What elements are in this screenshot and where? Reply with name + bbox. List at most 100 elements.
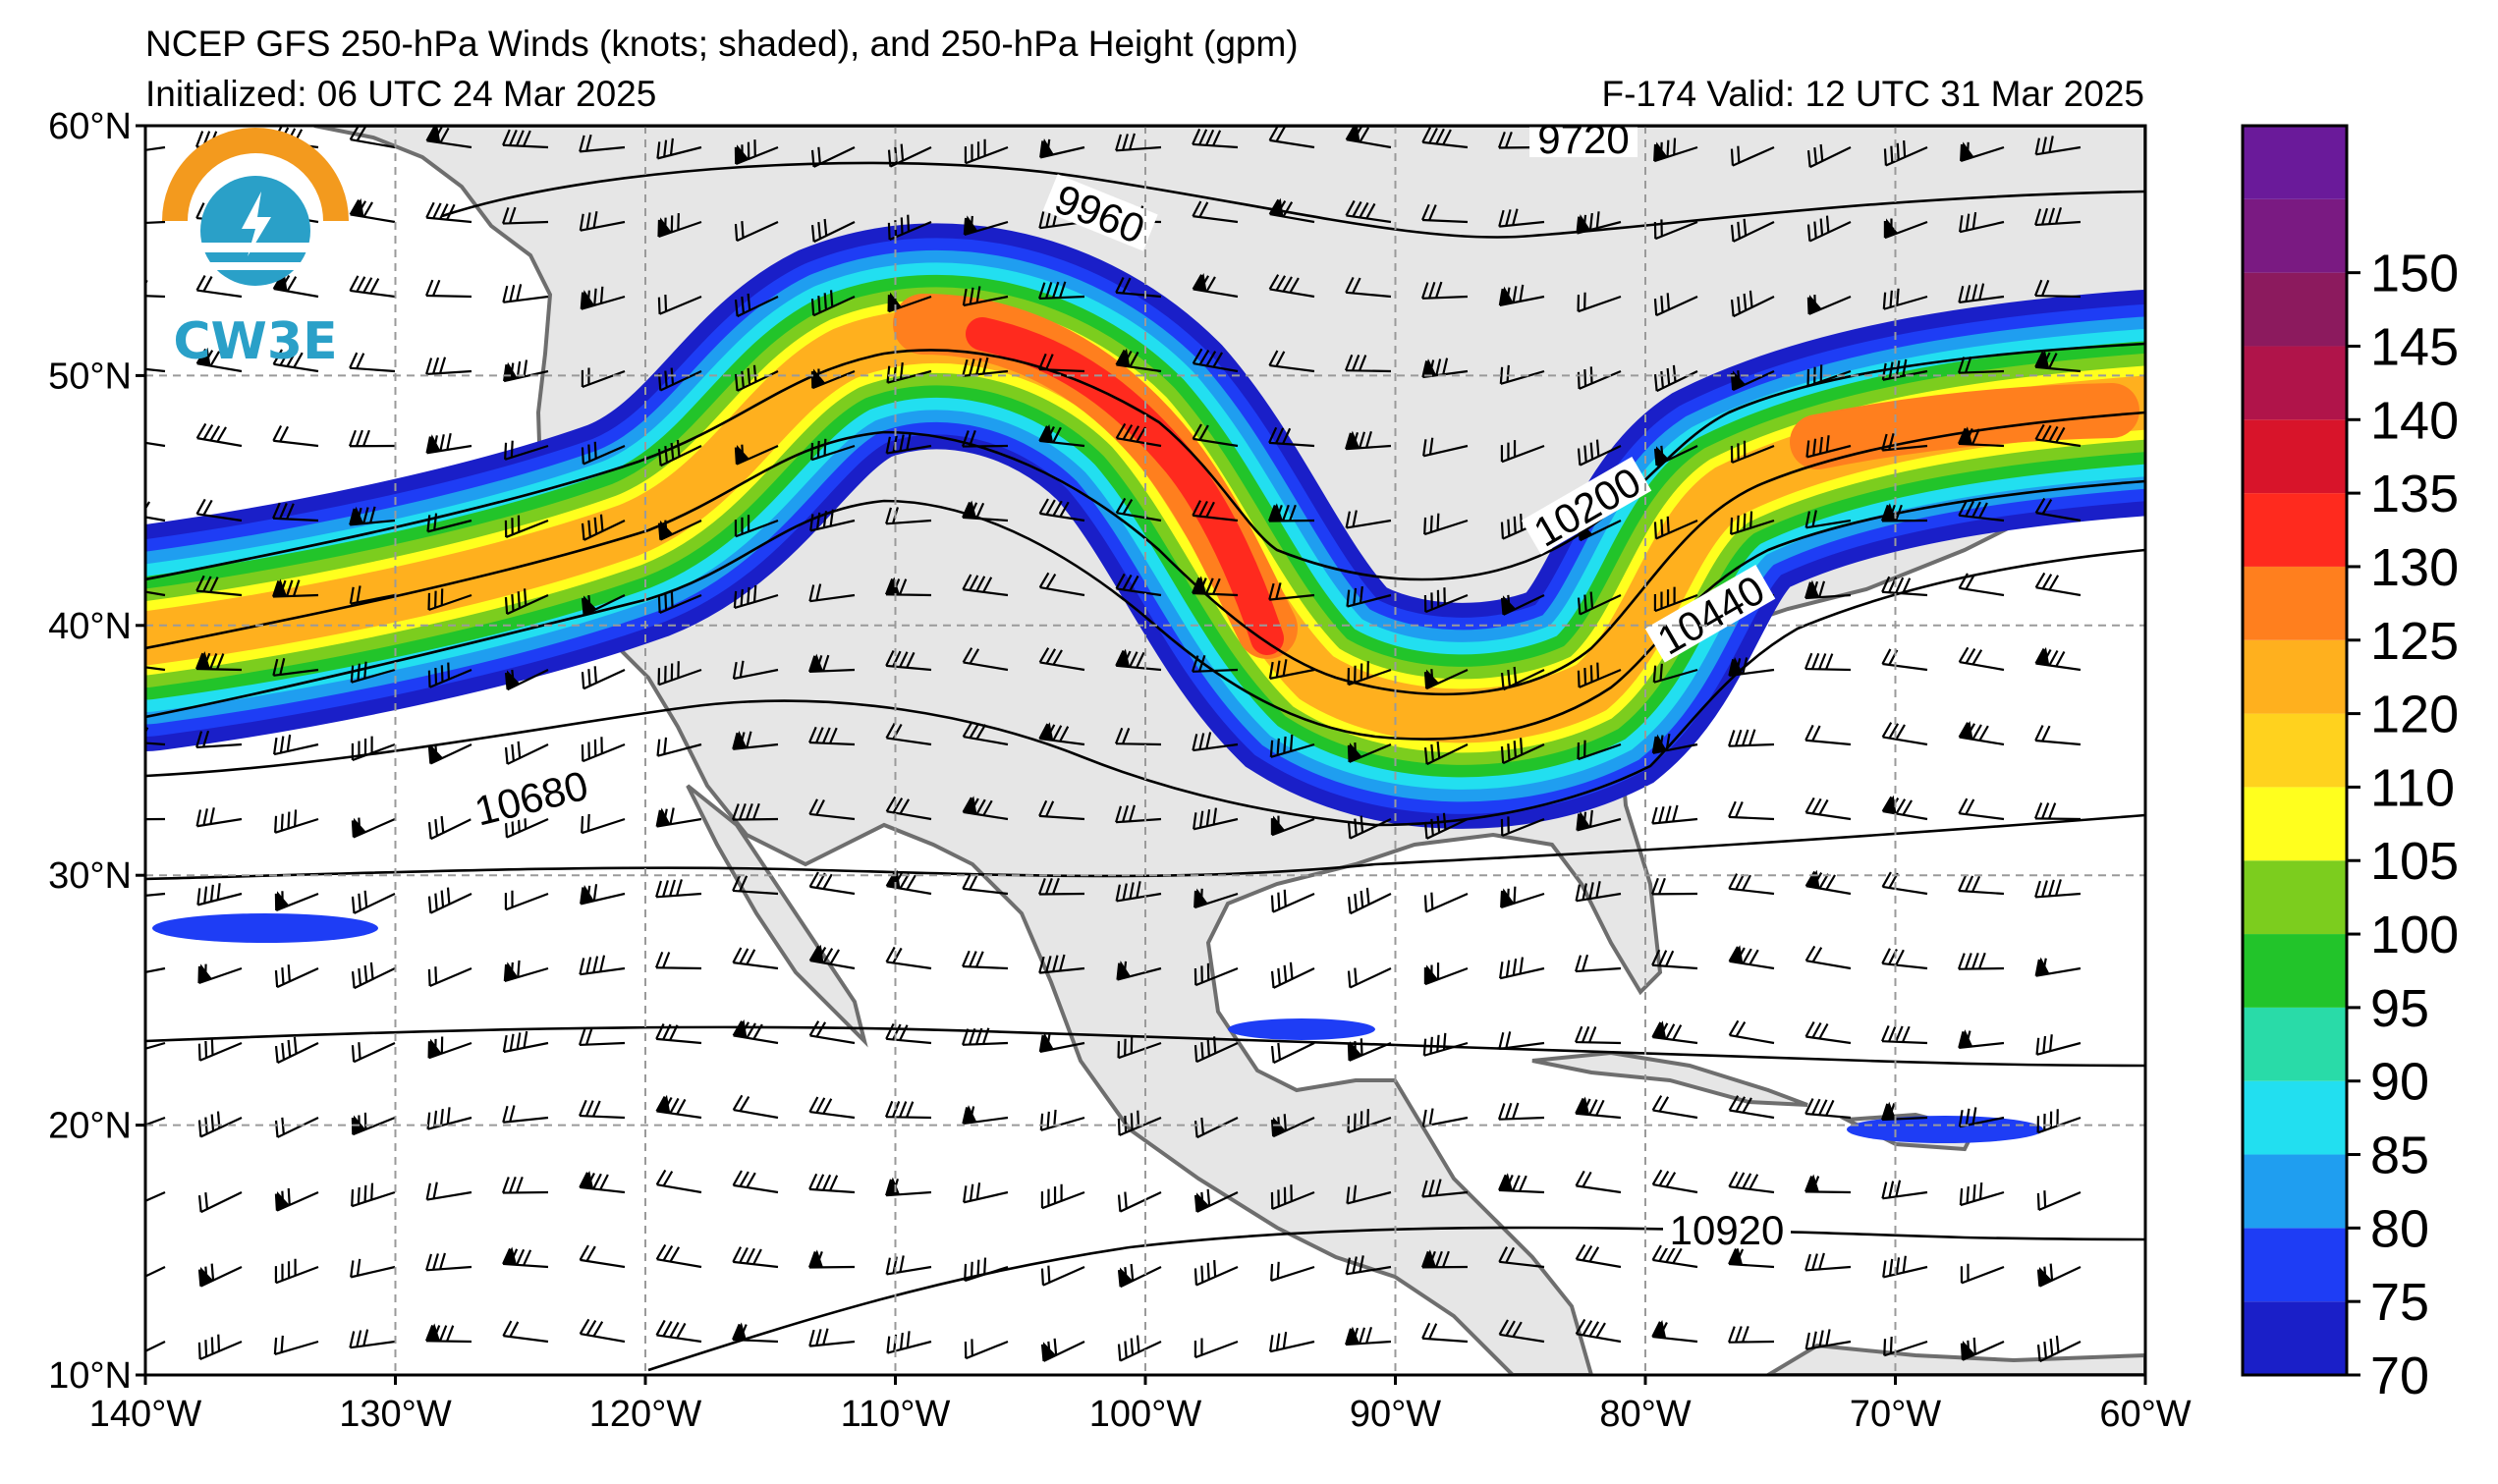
wind-barb	[964, 1339, 1009, 1360]
wind-barb	[1958, 1107, 2005, 1128]
land-cuba	[1531, 1050, 1808, 1107]
colorbar-swatch	[2243, 787, 2347, 861]
wind-barb	[425, 126, 472, 149]
wind-barb	[1500, 513, 1545, 540]
wind-barb	[1651, 1244, 1698, 1269]
wind-barb	[655, 1243, 702, 1269]
wind-barb	[885, 650, 932, 672]
wind-barb	[655, 879, 702, 899]
wind-barb	[427, 887, 472, 914]
wind-barb	[1577, 591, 1622, 616]
colorbar-tick-label: 110	[2370, 758, 2455, 817]
wind-barb	[1498, 284, 1545, 306]
wind-barb	[1268, 659, 1315, 680]
wind-barb	[145, 802, 166, 821]
wind-barb	[1269, 734, 1315, 758]
wind-barb	[1500, 816, 1545, 838]
wind-barb	[1347, 887, 1392, 915]
contour-line	[145, 1025, 2145, 1068]
wind-barb	[504, 741, 549, 765]
wind-barb	[1346, 1184, 1392, 1205]
wind-barb	[732, 1094, 779, 1120]
wind-barb	[1958, 500, 2005, 522]
wind-barb	[1575, 1096, 1622, 1120]
wind-barb	[1268, 350, 1315, 373]
wind-barb	[1345, 430, 1392, 451]
jet-core	[966, 317, 1284, 655]
wind-barb	[1192, 732, 1239, 752]
wind-barb	[502, 1246, 549, 1269]
wind-barb	[1193, 1117, 1239, 1139]
wind-barb	[1423, 587, 1469, 614]
wind-barb	[655, 1319, 702, 1344]
wind-barb	[424, 1323, 472, 1344]
jet-stream-shading	[145, 223, 2145, 1143]
wind-barb	[579, 134, 626, 153]
wind-barb	[581, 737, 626, 763]
colorbar-swatch	[2243, 1080, 2347, 1155]
wind-barb	[425, 432, 472, 455]
wind-barb	[504, 890, 549, 911]
wind-barb	[1575, 881, 1622, 903]
wind-barb	[425, 201, 472, 224]
wind-barb	[1270, 815, 1315, 837]
contour-line	[441, 161, 2145, 239]
wind-barb	[1577, 366, 1622, 390]
wind-barb	[424, 279, 472, 299]
wind-barb	[1958, 283, 2005, 304]
wind-barb	[1345, 126, 1392, 149]
wind-barb	[1268, 274, 1315, 299]
wind-barb	[1498, 1319, 1545, 1344]
wind-barb	[886, 362, 932, 384]
lon-tick-label: 120°W	[589, 1394, 702, 1435]
contour-label-9720: 9720	[1537, 116, 1629, 162]
wind-barb	[145, 573, 166, 597]
wind-barb	[1651, 1020, 1698, 1045]
wind-barb	[656, 737, 702, 757]
wind-barb	[1960, 1337, 2005, 1361]
lat-tick-label: 10°N	[48, 1355, 132, 1397]
wind-barb	[1345, 510, 1392, 529]
wind-barb	[350, 1258, 396, 1279]
wind-barb	[961, 1027, 1009, 1046]
wind-patch	[1228, 1018, 1375, 1040]
wind-barb	[1806, 295, 1852, 315]
wind-barb	[1192, 348, 1239, 373]
wind-barb	[1500, 666, 1545, 691]
wind-barb	[1193, 1338, 1239, 1359]
lat-tick-label: 60°N	[48, 106, 132, 147]
wind-barb	[1883, 139, 1928, 167]
wind-barb	[1958, 874, 2005, 896]
wind-barb	[657, 661, 702, 687]
colorbar-tick-label: 120	[2370, 686, 2459, 744]
lat-axis: 60°N 50°N 40°N 30°N 20°N 10°N	[48, 106, 145, 1397]
valid-time: F-174 Valid: 12 UTC 31 Mar 2025	[1601, 74, 2144, 114]
wind-barb	[1653, 137, 1698, 163]
wind-barb	[2034, 572, 2082, 597]
wind-barb	[349, 506, 396, 526]
wind-barb	[1650, 877, 1698, 896]
wind-barb	[1423, 812, 1469, 840]
wind-barb	[2034, 206, 2082, 227]
wind-barb	[1193, 807, 1239, 831]
wind-barb	[427, 815, 472, 841]
wind-barb	[1345, 199, 1392, 224]
wind-barb	[808, 726, 856, 746]
wind-barb	[1804, 797, 1852, 821]
wind-barb	[962, 796, 1009, 821]
colorbar-swatch	[2243, 566, 2347, 640]
wind-barb	[1421, 1179, 1469, 1198]
wind-barb	[1115, 133, 1162, 152]
wind-barb	[1193, 1036, 1239, 1064]
wind-barb	[1344, 354, 1392, 373]
lon-axis: 140°W 130°W 120°W 110°W 100°W 90°W 80°W 70°W 60°…	[89, 1375, 2192, 1435]
wind-barb	[1730, 145, 1775, 167]
wind-barb	[1117, 1191, 1162, 1213]
wind-barb	[1960, 141, 2005, 163]
wind-barb	[504, 515, 549, 538]
wind-barb	[581, 813, 626, 835]
wind-barb	[1115, 497, 1162, 522]
colorbar-swatch	[2243, 346, 2347, 420]
wind-barb	[351, 817, 396, 839]
wind-barb	[1804, 1252, 1852, 1272]
